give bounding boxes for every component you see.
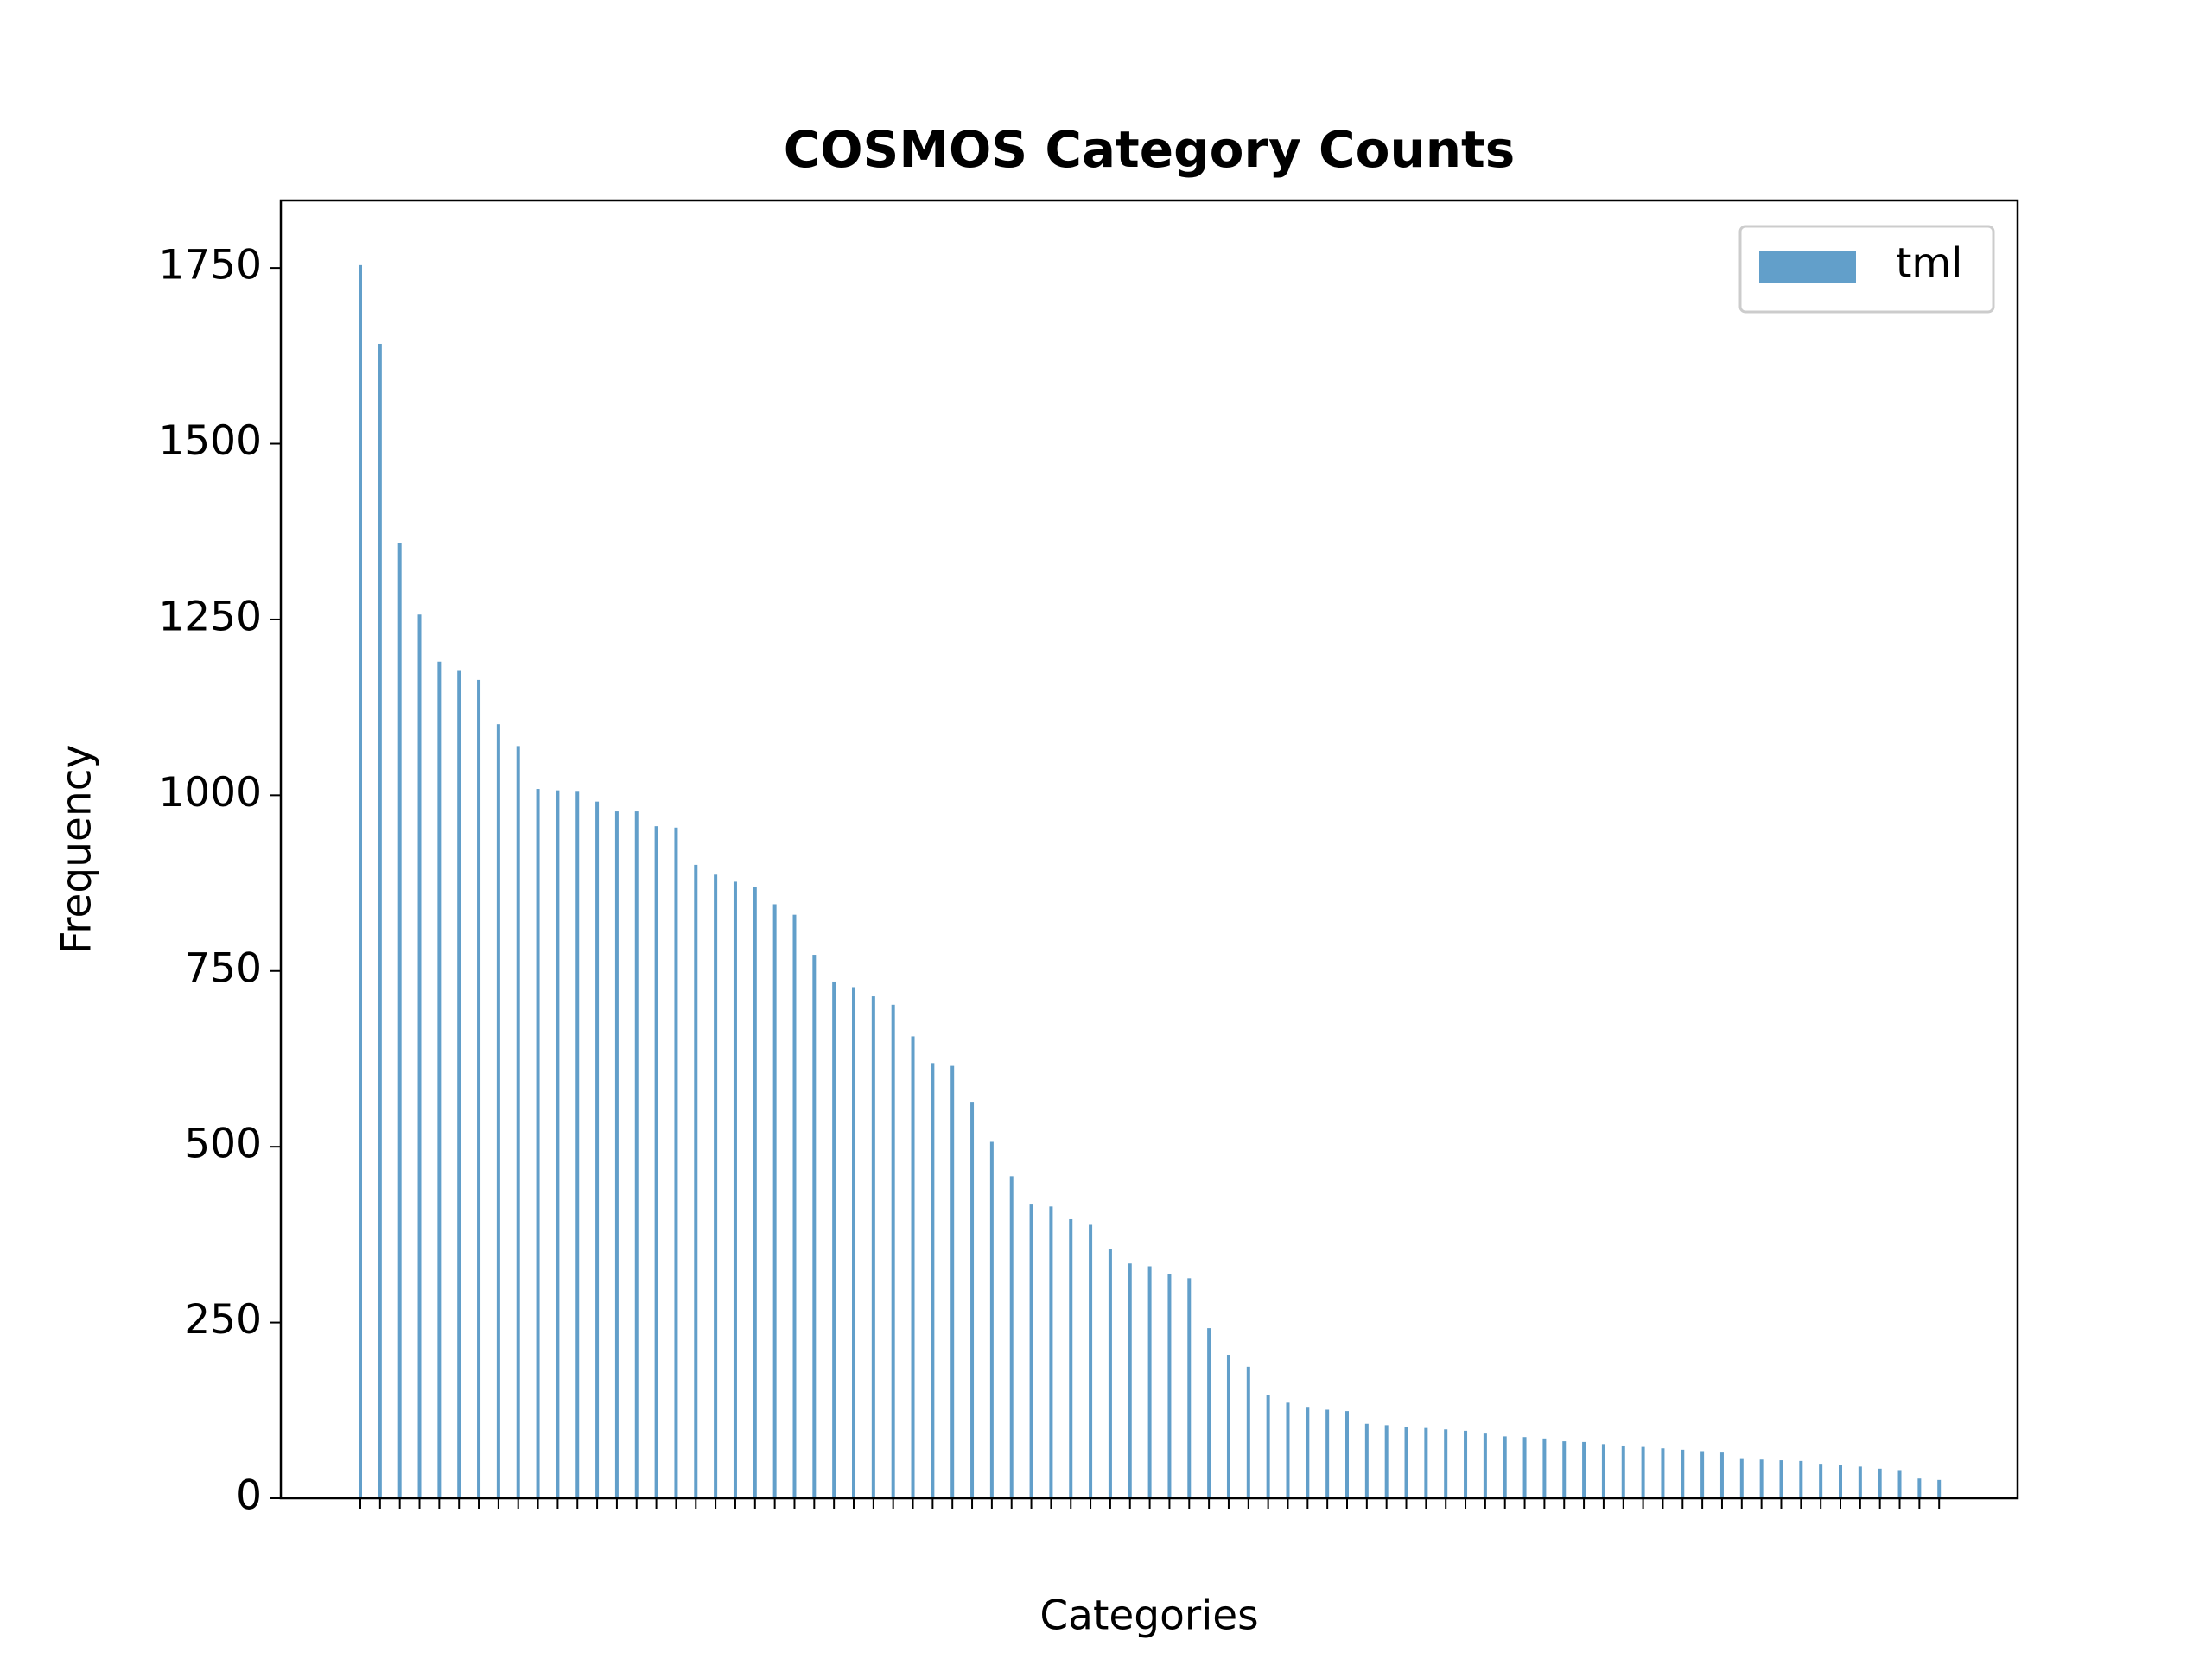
bar (1187, 1278, 1192, 1498)
bar (654, 826, 658, 1498)
y-axis-label: Frequency (54, 745, 101, 955)
bar (1503, 1436, 1507, 1498)
y-tick-label: 750 (184, 944, 262, 992)
bar (733, 881, 737, 1498)
bar (397, 543, 402, 1499)
bar (1029, 1204, 1033, 1498)
bar (1128, 1263, 1132, 1498)
bar (772, 904, 777, 1498)
bar (437, 661, 442, 1498)
bar (1681, 1449, 1685, 1498)
bar (1542, 1438, 1547, 1498)
bar (1069, 1218, 1073, 1498)
bar (1266, 1395, 1270, 1498)
bar (1819, 1464, 1823, 1498)
bar (634, 811, 639, 1498)
bar (1700, 1451, 1705, 1498)
bar (1207, 1328, 1211, 1498)
bar (1937, 1479, 1942, 1498)
bar (1897, 1470, 1902, 1498)
bar (575, 791, 580, 1498)
bar (1049, 1206, 1053, 1498)
bar (1799, 1460, 1803, 1498)
bar (496, 724, 500, 1498)
bar (417, 614, 422, 1498)
bar (970, 1102, 975, 1498)
bar (1839, 1465, 1842, 1498)
bar (891, 1004, 895, 1498)
bar (1562, 1441, 1567, 1498)
bar (359, 264, 362, 1498)
bar (950, 1065, 955, 1498)
chart-title: COSMOS Category Counts (784, 120, 1516, 179)
bar (1364, 1423, 1369, 1498)
bar (536, 789, 540, 1498)
bar (1759, 1459, 1764, 1498)
y-tick-label: 1500 (158, 417, 262, 465)
bar (852, 987, 855, 1498)
bar (1582, 1441, 1586, 1498)
bar (378, 343, 382, 1498)
bar (1384, 1425, 1389, 1498)
bar (792, 914, 797, 1498)
bar (1779, 1460, 1783, 1498)
y-tick-label: 1000 (158, 769, 262, 817)
bar (614, 811, 619, 1498)
bar (516, 746, 520, 1498)
bar (1641, 1446, 1645, 1498)
bar (1601, 1444, 1605, 1498)
plot-frame (279, 199, 2019, 1500)
bar (1878, 1468, 1882, 1498)
bar (1089, 1224, 1093, 1498)
y-tick-label: 0 (236, 1472, 262, 1520)
bar (1739, 1458, 1744, 1498)
legend-box (1738, 225, 1995, 314)
bar (1226, 1355, 1230, 1498)
bar (714, 874, 718, 1498)
bar (1424, 1427, 1428, 1498)
legend-label: tml (1896, 240, 1962, 288)
bar (1306, 1407, 1310, 1498)
bar (1522, 1437, 1527, 1498)
bar (1325, 1409, 1330, 1498)
bar (477, 679, 481, 1498)
bar (1621, 1445, 1625, 1498)
bar (1719, 1452, 1724, 1498)
bar (1464, 1430, 1468, 1498)
bar (694, 864, 698, 1498)
bar (812, 955, 817, 1498)
bar (1444, 1429, 1448, 1498)
y-tick-label: 1250 (158, 593, 262, 640)
y-tick-label: 1750 (158, 242, 262, 289)
bar (674, 827, 678, 1498)
bar (1404, 1427, 1408, 1498)
bar (1286, 1402, 1290, 1498)
bar (1917, 1478, 1922, 1498)
bar (1009, 1176, 1014, 1498)
bar (1483, 1433, 1487, 1498)
bar (1108, 1249, 1112, 1498)
y-tick-label: 250 (184, 1296, 262, 1344)
legend-swatch (1759, 251, 1856, 283)
bar (753, 887, 757, 1498)
bar (1147, 1266, 1152, 1498)
bar (457, 670, 461, 1498)
bar (911, 1036, 915, 1498)
bar (989, 1141, 994, 1498)
bar (595, 801, 600, 1498)
bar (1246, 1366, 1250, 1498)
bar (931, 1063, 935, 1498)
bar (556, 790, 560, 1498)
bar (1167, 1274, 1172, 1498)
bar (832, 981, 836, 1498)
x-axis-label: Categories (1039, 1592, 1258, 1640)
bar (1661, 1448, 1665, 1498)
bar (1858, 1466, 1862, 1498)
bar (871, 996, 875, 1498)
bar (1345, 1411, 1349, 1498)
y-tick-label: 500 (184, 1121, 262, 1168)
